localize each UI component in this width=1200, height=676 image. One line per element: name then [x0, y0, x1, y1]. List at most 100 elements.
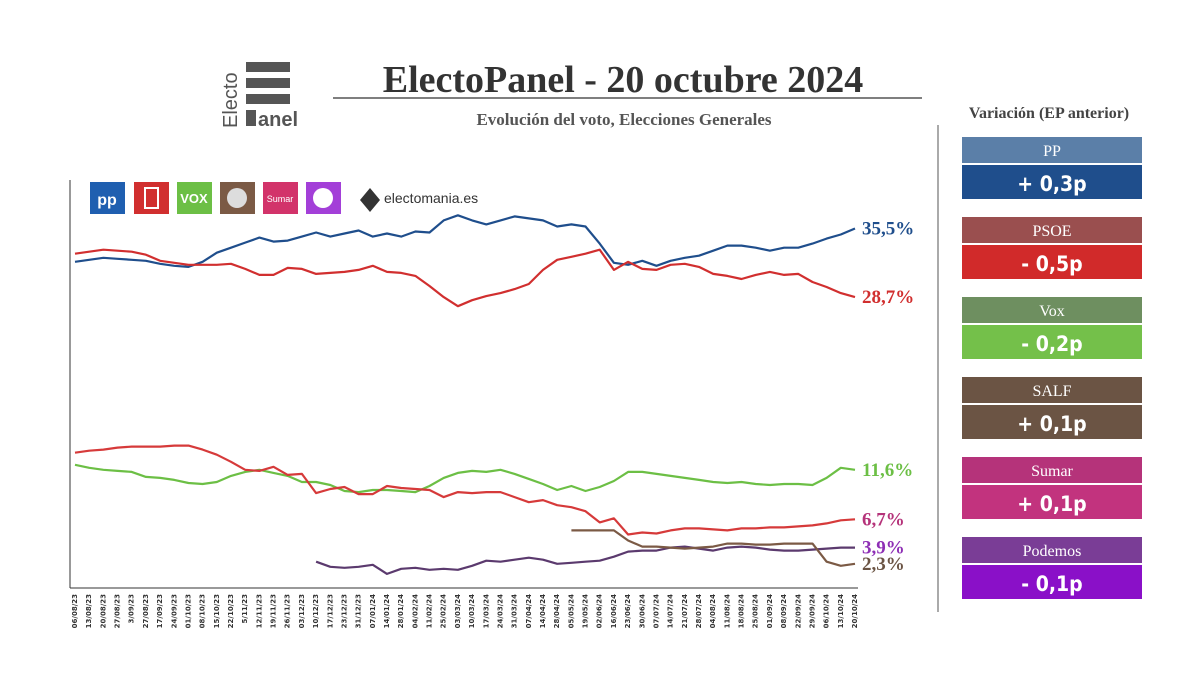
variation-box: [962, 325, 1142, 359]
x-tick-label: 5/11/23: [241, 594, 249, 624]
x-tick-label: 07/04/24: [525, 594, 533, 628]
x-tick-label: 06/08/23: [71, 594, 79, 628]
x-tick-label: 15/10/23: [213, 594, 221, 628]
variation-change: - 0,2p: [1021, 332, 1082, 356]
x-tick-label: 16/06/24: [610, 594, 618, 628]
logo-text: pp: [97, 192, 117, 209]
logo-bar: [246, 78, 290, 88]
x-tick-label: 26/11/23: [284, 594, 292, 628]
x-tick-label: 22/10/23: [227, 594, 235, 628]
x-tick-label: 12/11/23: [255, 594, 263, 628]
variation-header: [962, 537, 1142, 563]
variation-change: + 0,3p: [1017, 172, 1086, 196]
series-line: [74, 214, 856, 268]
logo-text: anel: [258, 109, 298, 131]
x-tick-label: 28/07/24: [695, 594, 703, 628]
logo-bar: [246, 62, 290, 72]
x-tick-label: 03/03/24: [454, 594, 462, 628]
chart-subtitle: Evolución del voto, Elecciones Generales: [476, 110, 771, 129]
source: electomania.es: [384, 190, 478, 206]
variation-change: + 0,1p: [1017, 492, 1086, 516]
x-tick-label: 29/09/24: [808, 594, 816, 628]
end-label: 11,6%: [862, 460, 913, 481]
x-tick-label: 01/09/24: [766, 594, 774, 628]
series-line: [571, 529, 856, 567]
x-tick-label: 22/09/24: [794, 594, 802, 628]
x-tick-label: 31/12/23: [355, 594, 363, 628]
logo-psoe-icon: [144, 187, 159, 209]
x-tick-label: 20/08/23: [99, 594, 107, 628]
variation-change: - 0,5p: [1021, 252, 1082, 276]
x-tick-label: 04/08/24: [709, 594, 717, 628]
end-label: 3,9%: [862, 538, 905, 559]
variation-header: [962, 377, 1142, 403]
logo-text: Sumar: [267, 194, 294, 204]
x-tick-label: 17/03/24: [482, 594, 490, 628]
x-tick-label: 08/09/24: [780, 594, 788, 628]
x-tick-label: 28/04/24: [553, 594, 561, 628]
x-tick-label: 27/08/23: [114, 594, 122, 628]
x-tick-label: 28/01/24: [397, 594, 405, 628]
party-logos: pp VOX Sumar electomania.es: [90, 182, 478, 214]
variation-box: [962, 165, 1142, 199]
variation-change: + 0,1p: [1017, 412, 1086, 436]
logo-salf-icon: [227, 188, 247, 208]
x-tick-label: 31/03/24: [511, 594, 519, 628]
x-tick-label: 14/04/24: [539, 594, 547, 628]
x-tick-label: 19/11/23: [270, 594, 278, 628]
x-tick-label: 01/10/23: [184, 594, 192, 628]
x-tick-label: 13/10/24: [837, 594, 845, 628]
logo-podemos-icon: [313, 188, 333, 208]
x-tick-label: 07/01/24: [369, 594, 377, 628]
variation-party: Podemos: [1023, 543, 1082, 560]
end-label: 6,7%: [862, 509, 905, 530]
series-line: [74, 444, 856, 536]
logo-bar: [246, 110, 256, 126]
variation-title: Variación (EP anterior): [969, 105, 1129, 122]
x-tick-label: 04/02/24: [411, 594, 419, 628]
variation-header: [962, 457, 1142, 483]
x-tick-label: 06/10/24: [823, 594, 831, 628]
logo-text: VOX: [180, 191, 208, 206]
x-tick-label: 10/03/24: [468, 594, 476, 628]
x-tick-label: 17/09/23: [156, 594, 164, 628]
end-label: 2,3%: [862, 554, 905, 575]
series-line: [74, 463, 856, 494]
logo-sumar: [263, 182, 298, 214]
x-tick-label: 23/06/24: [624, 594, 632, 628]
series-line: [315, 545, 855, 575]
x-tick-label: 08/10/23: [199, 594, 207, 628]
variation-box: [962, 245, 1142, 279]
variation-party: Vox: [1039, 303, 1065, 320]
x-tick-label: 03/12/23: [298, 594, 306, 628]
x-tick-label: 24/09/23: [170, 594, 178, 628]
variation-party: PSOE: [1032, 223, 1071, 240]
source-icon: [360, 188, 380, 212]
x-tick-label: 11/08/24: [723, 594, 731, 628]
variation-box: [962, 485, 1142, 519]
x-tick-label: 30/06/24: [638, 594, 646, 628]
x-tick-label: 23/12/23: [340, 594, 348, 628]
variation-box: [962, 565, 1142, 599]
brand-logo: Electo anel: [220, 62, 298, 131]
variation-header: [962, 137, 1142, 163]
x-tick-label: 07/07/24: [652, 594, 660, 628]
x-tick-label: 14/07/24: [667, 594, 675, 628]
x-tick-label: 02/06/24: [596, 594, 604, 628]
logo-vox: [177, 182, 212, 214]
logo-text: Electo: [220, 72, 242, 128]
x-tick-label: 13/08/23: [85, 594, 93, 628]
end-label: 28,7%: [862, 287, 914, 308]
variation-header: [962, 217, 1142, 243]
logo-pp: [90, 182, 125, 214]
chart-title: ElectoPanel - 20 octubre 2024: [383, 59, 864, 101]
x-tick-label: 17/12/23: [326, 594, 334, 628]
x-tick-label: 3/09/23: [128, 594, 136, 624]
x-tick-label: 19/05/24: [582, 594, 590, 628]
x-tick-label: 24/03/24: [496, 594, 504, 628]
x-tick-label: 10/12/23: [312, 594, 320, 628]
variation-party: SALF: [1032, 383, 1071, 400]
x-tick-label: 21/07/24: [681, 594, 689, 628]
x-tick-label: 25/08/24: [752, 594, 760, 628]
x-tick-label: 14/01/24: [383, 594, 391, 628]
